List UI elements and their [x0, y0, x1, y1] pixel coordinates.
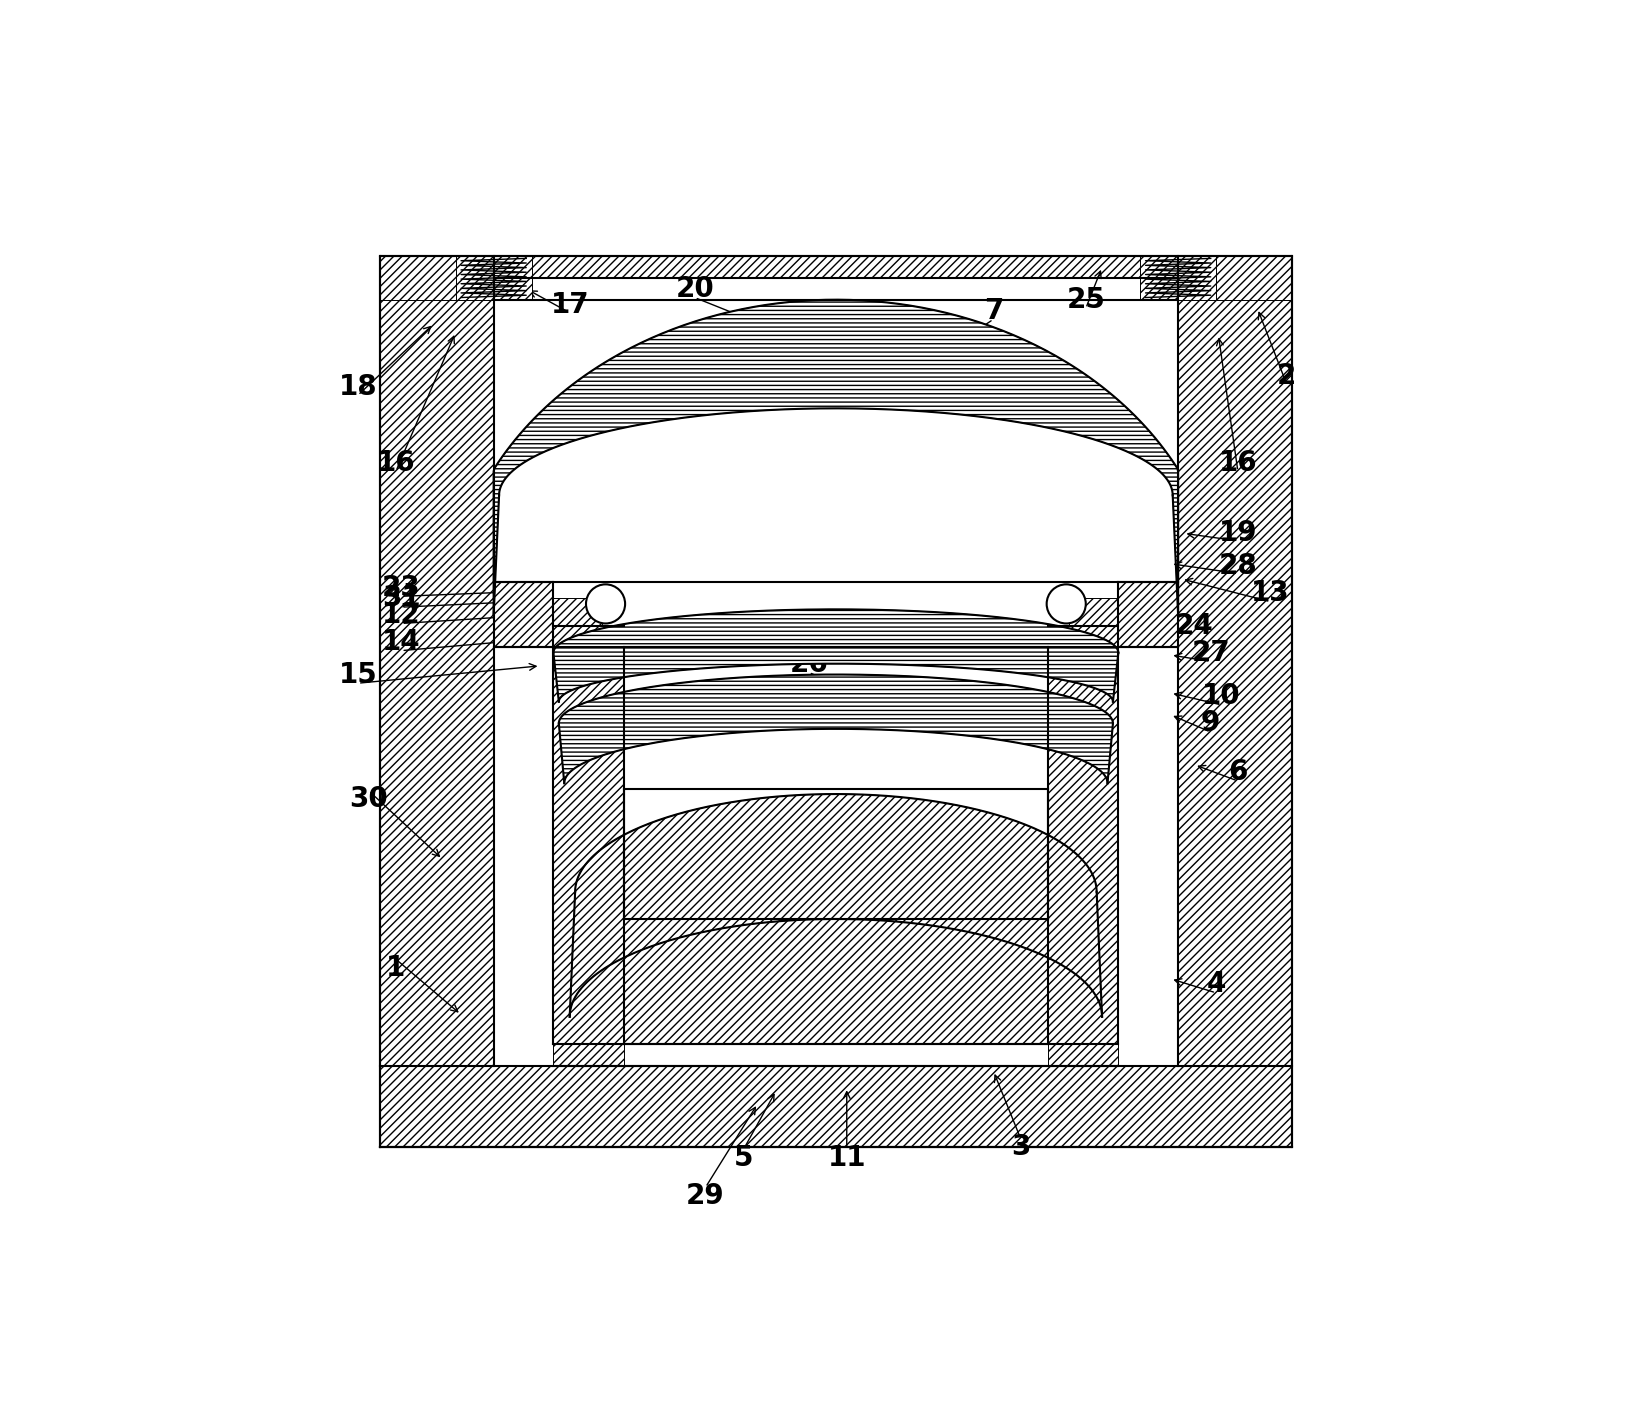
Polygon shape	[494, 583, 553, 648]
Text: 24: 24	[1174, 611, 1213, 639]
Polygon shape	[624, 789, 1046, 1044]
Polygon shape	[553, 648, 624, 1044]
Polygon shape	[1177, 257, 1291, 299]
Text: 23: 23	[381, 574, 421, 601]
Text: 17: 17	[549, 291, 588, 319]
Polygon shape	[1139, 257, 1216, 299]
Text: 1: 1	[386, 954, 406, 982]
Polygon shape	[494, 257, 1177, 278]
Text: 14: 14	[381, 628, 421, 656]
Text: 5: 5	[734, 1144, 753, 1173]
Text: 13: 13	[1250, 579, 1289, 607]
Text: 10: 10	[1201, 683, 1240, 710]
Text: 30: 30	[349, 786, 388, 814]
Text: 27: 27	[1190, 639, 1229, 667]
Text: 6: 6	[1227, 758, 1247, 786]
Polygon shape	[553, 598, 601, 625]
Text: 28: 28	[1218, 552, 1257, 580]
Polygon shape	[380, 1044, 1291, 1147]
Text: 18: 18	[339, 373, 377, 401]
Text: 8: 8	[685, 329, 704, 357]
Polygon shape	[553, 625, 624, 648]
Text: 16: 16	[1218, 449, 1257, 477]
Text: 15: 15	[339, 660, 377, 689]
Polygon shape	[559, 674, 1112, 783]
Polygon shape	[1118, 299, 1291, 1065]
Polygon shape	[624, 919, 1046, 1044]
Text: 3: 3	[1011, 1133, 1030, 1161]
Polygon shape	[494, 299, 1177, 615]
Polygon shape	[569, 794, 1102, 1017]
Text: 19: 19	[1218, 519, 1257, 547]
Text: 7: 7	[983, 296, 1002, 325]
Polygon shape	[1046, 648, 1118, 1044]
Polygon shape	[1118, 583, 1177, 648]
Text: 26: 26	[789, 649, 828, 677]
Text: 31: 31	[381, 584, 421, 612]
Circle shape	[585, 584, 624, 624]
Polygon shape	[380, 299, 553, 1065]
Polygon shape	[1069, 598, 1118, 625]
Text: 4: 4	[1206, 971, 1226, 998]
Polygon shape	[380, 257, 494, 299]
Text: 2: 2	[1276, 361, 1296, 389]
Text: 11: 11	[826, 1144, 866, 1173]
Text: 20: 20	[675, 275, 714, 303]
Text: 12: 12	[381, 601, 421, 629]
Polygon shape	[455, 257, 531, 299]
Circle shape	[1046, 584, 1086, 624]
Text: 29: 29	[686, 1182, 724, 1211]
Text: 16: 16	[377, 449, 416, 477]
Text: 9: 9	[1200, 710, 1219, 738]
Text: 25: 25	[1066, 285, 1105, 313]
Polygon shape	[553, 610, 1118, 701]
Polygon shape	[1046, 625, 1118, 648]
